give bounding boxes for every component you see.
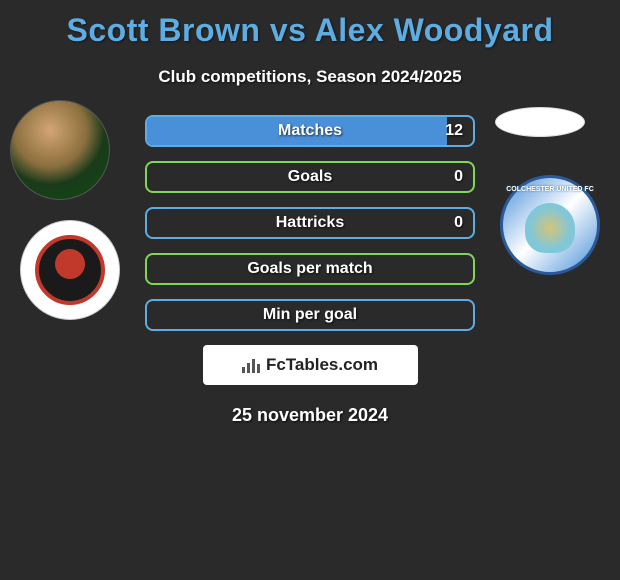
fleetwood-badge-icon <box>35 235 105 305</box>
comparison-content: COLCHESTER UNITED FC Matches12Goals0Hatt… <box>0 115 620 426</box>
player1-avatar <box>10 100 110 200</box>
stat-label: Matches <box>278 122 342 140</box>
stat-label: Goals <box>288 168 332 186</box>
branding-box: FcTables.com <box>203 345 418 385</box>
comparison-title: Scott Brown vs Alex Woodyard <box>0 0 620 49</box>
stat-value: 0 <box>454 214 463 232</box>
stat-bar: Goals 0 <box>145 161 475 193</box>
stat-bar: Matches 12 <box>145 115 475 147</box>
stat-label: Hattricks <box>276 214 344 232</box>
season-subtitle: Club competitions, Season 2024/2025 <box>0 67 620 87</box>
player1-club-badge <box>20 220 120 320</box>
stats-container: Matches 12 Goals 0 Hattricks 0 Goals per match… <box>145 115 475 331</box>
player2-club-badge: COLCHESTER UNITED FC <box>500 175 600 275</box>
stat-label: Min per goal <box>263 306 357 324</box>
stat-value: 0 <box>454 168 463 186</box>
player2-avatar <box>495 107 585 137</box>
stat-bar: Hattricks 0 <box>145 207 475 239</box>
comparison-date: 25 november 2024 <box>0 405 620 426</box>
stat-bar: Min per goal <box>145 299 475 331</box>
branding-text: FcTables.com <box>266 355 378 375</box>
stat-label: Goals per match <box>247 260 372 278</box>
colchester-eagle-icon <box>525 203 575 253</box>
stat-bar: Goals per match <box>145 253 475 285</box>
stat-value: 12 <box>445 122 463 140</box>
colchester-badge-text: COLCHESTER UNITED FC <box>503 186 597 193</box>
bar-chart-icon <box>242 357 260 373</box>
